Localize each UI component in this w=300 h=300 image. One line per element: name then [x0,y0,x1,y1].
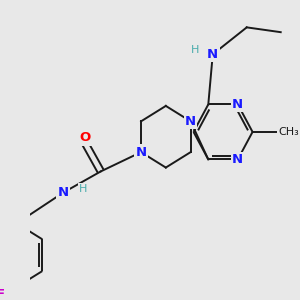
Text: N: N [207,48,218,61]
Text: N: N [232,153,243,166]
Text: O: O [79,131,90,144]
Text: N: N [185,115,196,128]
Text: CH₃: CH₃ [278,127,299,137]
Text: H: H [79,184,87,194]
Text: H: H [191,46,199,56]
Text: N: N [136,146,147,159]
Text: N: N [58,186,69,199]
Text: N: N [232,98,243,111]
Text: F: F [0,288,5,300]
